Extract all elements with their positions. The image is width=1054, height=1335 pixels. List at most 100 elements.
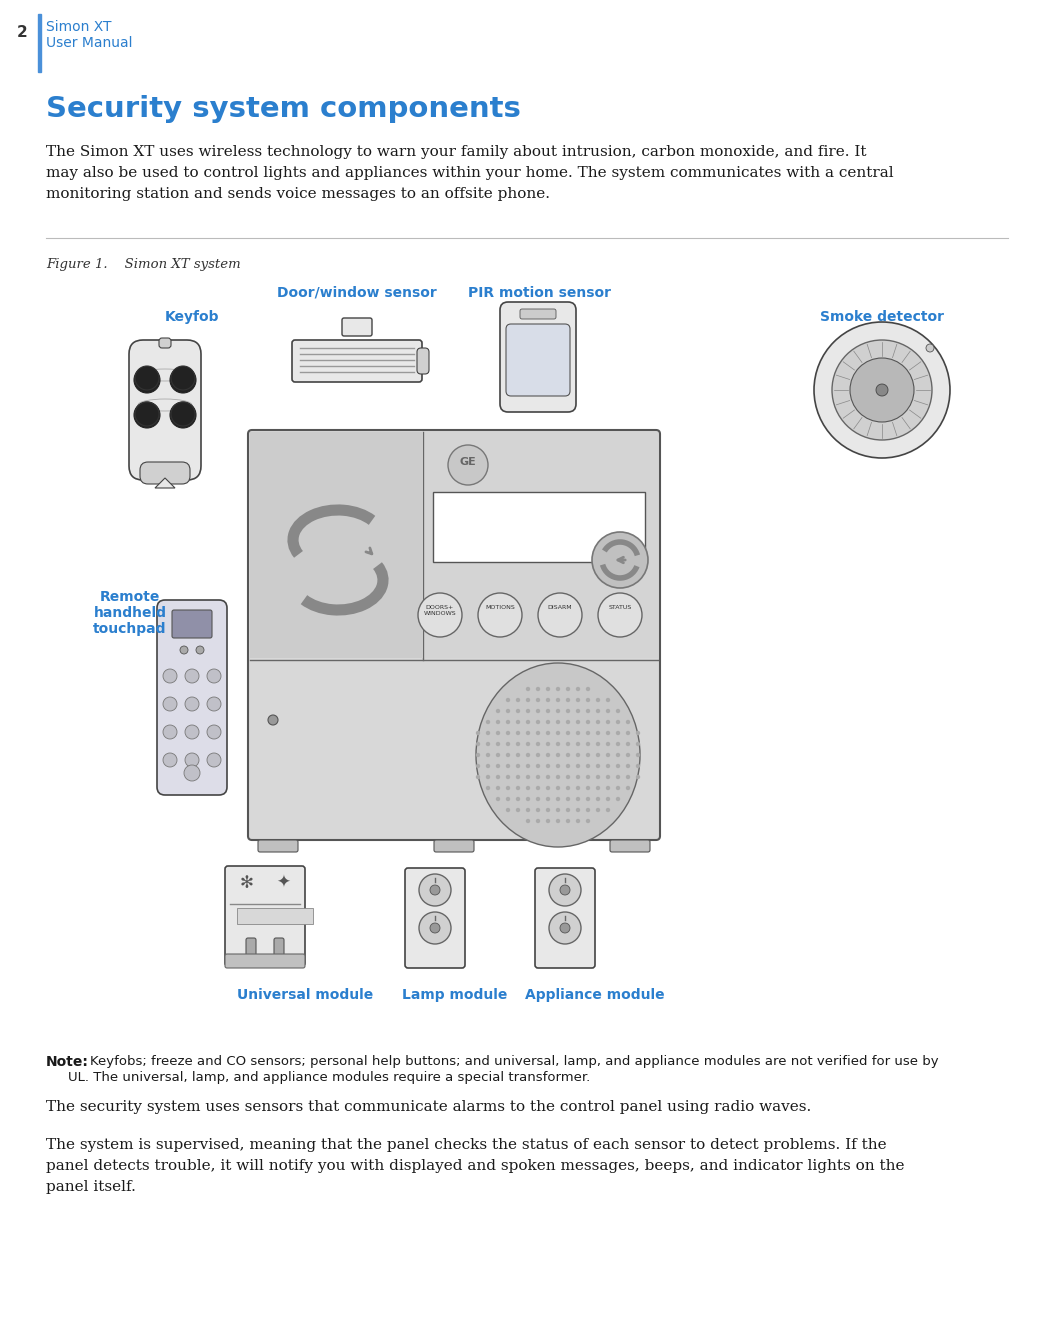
Circle shape — [566, 742, 570, 746]
Circle shape — [495, 742, 501, 746]
Text: Security system components: Security system components — [46, 95, 521, 123]
Circle shape — [535, 730, 541, 736]
Circle shape — [506, 698, 510, 702]
Circle shape — [606, 720, 610, 724]
Circle shape — [560, 885, 570, 894]
Circle shape — [596, 764, 600, 768]
Circle shape — [526, 764, 530, 768]
Circle shape — [448, 445, 488, 485]
Circle shape — [616, 797, 620, 801]
Circle shape — [475, 774, 481, 780]
Text: User Manual: User Manual — [46, 36, 133, 49]
Circle shape — [596, 720, 600, 724]
Circle shape — [186, 753, 199, 768]
Circle shape — [495, 764, 501, 768]
Text: Door/window sensor: Door/window sensor — [277, 286, 436, 300]
Circle shape — [546, 764, 550, 768]
Text: ✦: ✦ — [276, 874, 290, 892]
Circle shape — [495, 774, 501, 780]
Circle shape — [575, 786, 580, 790]
Text: Figure 1.    Simon XT system: Figure 1. Simon XT system — [46, 258, 240, 271]
Circle shape — [596, 797, 600, 801]
Circle shape — [626, 774, 630, 780]
Text: PIR motion sensor: PIR motion sensor — [468, 286, 611, 300]
Circle shape — [163, 669, 177, 684]
Circle shape — [546, 742, 550, 746]
Text: Keyfobs; freeze and CO sensors; personal help buttons; and universal, lamp, and : Keyfobs; freeze and CO sensors; personal… — [90, 1055, 939, 1068]
Text: may also be used to control lights and appliances within your home. The system c: may also be used to control lights and a… — [46, 166, 894, 180]
Circle shape — [535, 774, 541, 780]
FancyBboxPatch shape — [274, 939, 284, 959]
Circle shape — [636, 730, 640, 736]
Circle shape — [616, 742, 620, 746]
Circle shape — [555, 698, 560, 702]
Circle shape — [555, 774, 560, 780]
FancyBboxPatch shape — [258, 840, 298, 852]
Text: The Simon XT uses wireless technology to warn your family about intrusion, carbo: The Simon XT uses wireless technology to… — [46, 146, 866, 159]
Circle shape — [586, 698, 590, 702]
Circle shape — [586, 797, 590, 801]
Circle shape — [606, 698, 610, 702]
Circle shape — [506, 753, 510, 757]
Circle shape — [606, 797, 610, 801]
Circle shape — [555, 764, 560, 768]
Circle shape — [566, 808, 570, 812]
Text: Lamp module: Lamp module — [403, 988, 508, 1003]
Circle shape — [526, 753, 530, 757]
Circle shape — [535, 764, 541, 768]
Circle shape — [134, 402, 160, 429]
FancyBboxPatch shape — [405, 868, 465, 968]
Circle shape — [606, 764, 610, 768]
Circle shape — [555, 786, 560, 790]
Circle shape — [626, 720, 630, 724]
Circle shape — [616, 720, 620, 724]
Circle shape — [616, 709, 620, 713]
Circle shape — [495, 797, 501, 801]
Circle shape — [419, 912, 451, 944]
Bar — [237, 908, 313, 924]
Circle shape — [535, 686, 541, 692]
Circle shape — [549, 912, 581, 944]
FancyBboxPatch shape — [292, 340, 422, 382]
Circle shape — [495, 753, 501, 757]
Circle shape — [207, 669, 221, 684]
Circle shape — [515, 698, 521, 702]
Text: The system is supervised, meaning that the panel checks the status of each senso: The system is supervised, meaning that t… — [46, 1137, 886, 1152]
Text: panel itself.: panel itself. — [46, 1180, 136, 1193]
Circle shape — [636, 764, 640, 768]
Text: STATUS: STATUS — [608, 605, 631, 610]
Circle shape — [486, 774, 490, 780]
Circle shape — [207, 725, 221, 740]
Circle shape — [850, 358, 914, 422]
Circle shape — [486, 720, 490, 724]
FancyBboxPatch shape — [225, 955, 305, 968]
Circle shape — [506, 808, 510, 812]
Circle shape — [207, 697, 221, 712]
Bar — [38, 13, 41, 72]
Circle shape — [506, 742, 510, 746]
Text: ✻: ✻ — [240, 874, 254, 892]
Circle shape — [586, 774, 590, 780]
Circle shape — [596, 786, 600, 790]
Circle shape — [506, 797, 510, 801]
Circle shape — [586, 764, 590, 768]
Circle shape — [526, 808, 530, 812]
Circle shape — [170, 402, 196, 429]
Text: Note:: Note: — [46, 1055, 89, 1069]
Circle shape — [555, 808, 560, 812]
Bar — [250, 433, 423, 658]
Text: DOORS+
WINDOWS: DOORS+ WINDOWS — [424, 605, 456, 615]
Circle shape — [475, 753, 481, 757]
Circle shape — [546, 698, 550, 702]
Bar — [425, 433, 658, 658]
Circle shape — [546, 730, 550, 736]
Circle shape — [555, 709, 560, 713]
Circle shape — [596, 808, 600, 812]
Circle shape — [598, 593, 642, 637]
Circle shape — [586, 808, 590, 812]
Circle shape — [596, 753, 600, 757]
Circle shape — [575, 698, 580, 702]
Circle shape — [419, 874, 451, 906]
Circle shape — [555, 730, 560, 736]
Circle shape — [134, 367, 160, 392]
